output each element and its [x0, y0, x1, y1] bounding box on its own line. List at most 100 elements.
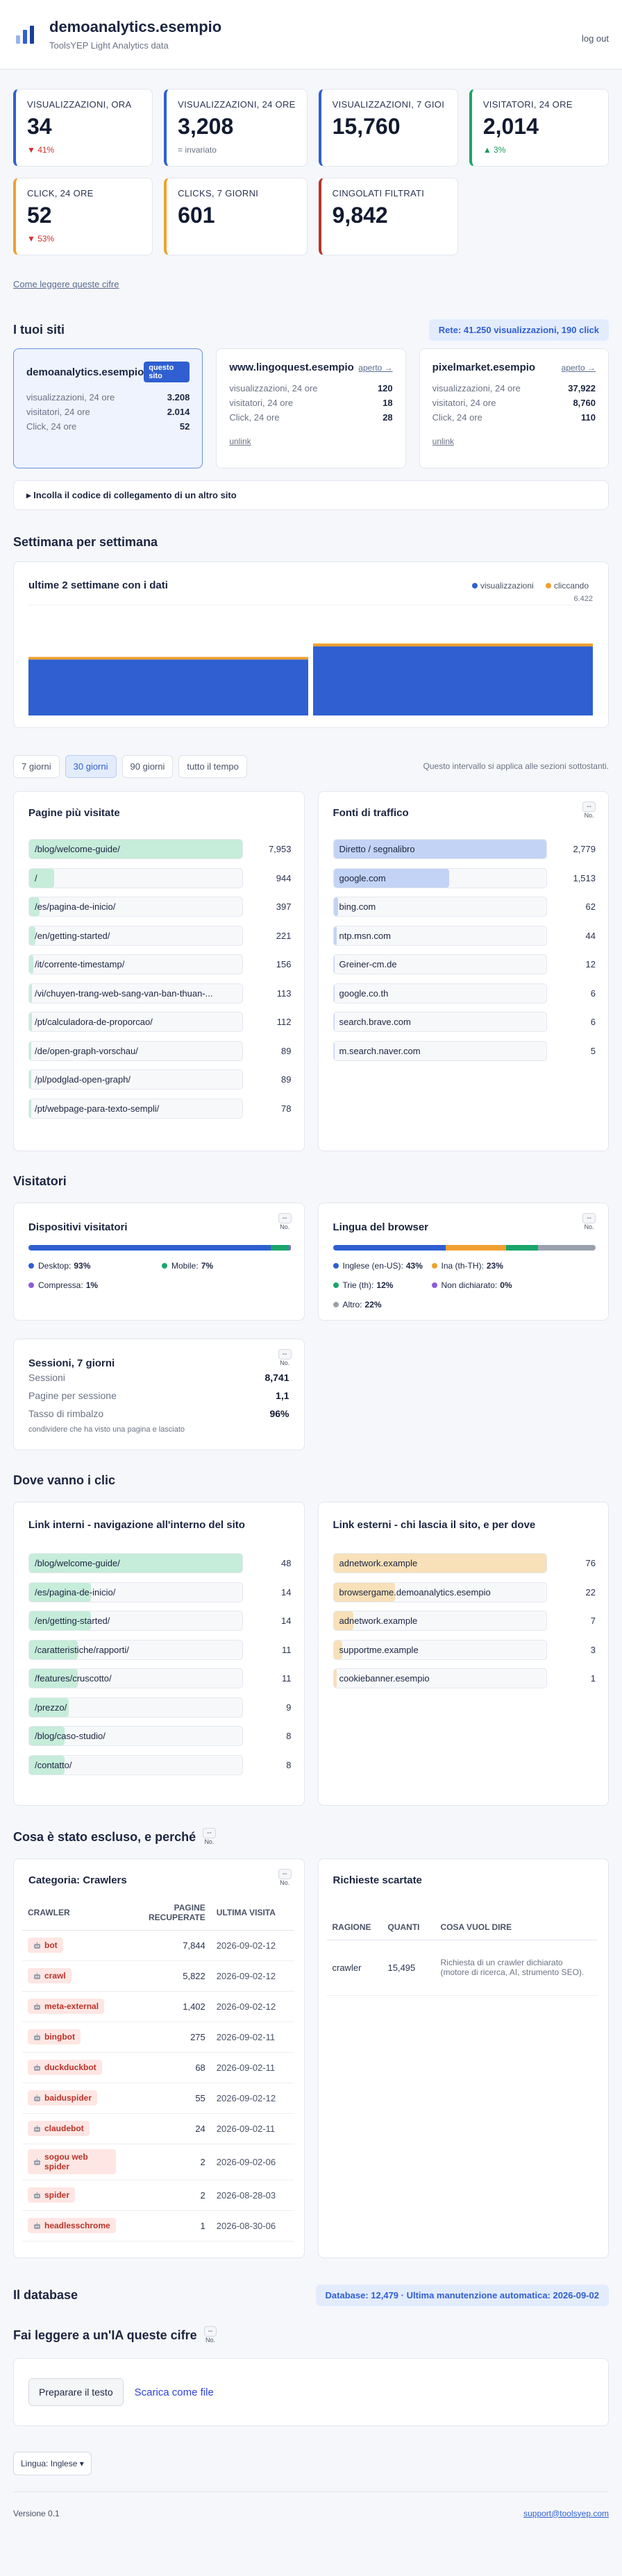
toggle[interactable]: -- No. [203, 2326, 217, 2344]
legend-item: Trie (th): 12% [333, 1278, 432, 1292]
row-label: adnetwork.example [339, 1616, 418, 1627]
crawler-badge: baiduspider [28, 2090, 98, 2105]
bar-track: search.brave.com [333, 1012, 547, 1033]
stacked-bar [333, 1245, 596, 1251]
unlink-link[interactable]: unlink [229, 437, 251, 446]
bar-list: /blog/welcome-guide/48/es/pagina-de-inic… [28, 1549, 292, 1779]
bar [29, 1669, 78, 1688]
toggle[interactable]: -- No. [278, 1213, 292, 1231]
kpi-card: CLICKS, 7 GIORNI 601 [164, 178, 308, 255]
range-tab[interactable]: 7 giorni [13, 754, 60, 778]
toggle[interactable]: -- No. [582, 802, 596, 820]
card-title: Lingua del browser [333, 1221, 429, 1233]
table-body: bot 7,844 2026-09-02-12 crawl 5,822 2026-09-0… [22, 1930, 294, 2242]
list-row: /pl/podglad-open-graph/89 [28, 1065, 292, 1094]
bar [29, 897, 40, 917]
support-link[interactable]: support@toolsyep.com [523, 2508, 609, 2518]
site-row-label: Click, 24 ore [229, 412, 280, 423]
bar-segment [537, 1245, 596, 1251]
list-row: /en/getting-started/14 [28, 1607, 292, 1636]
crawler-badge: bingbot [28, 2029, 81, 2044]
legend: Inglese (en-US): 43% Ina (th-TH): 23% Trie (… [333, 1259, 530, 1312]
legend-swatch [472, 583, 478, 588]
list-row: adnetwork.example 76 [333, 1549, 596, 1578]
robot-icon [34, 2192, 40, 2198]
prepare-button[interactable]: Preparare il testo [28, 2378, 124, 2406]
table-row: headlesschrome 1 2026-08-30-06 [22, 2210, 294, 2242]
legend-label: Inglese (en-US): [342, 1261, 403, 1271]
crawler-name: headlesschrome [44, 2221, 110, 2230]
site-row: visitatori, 24 ore 2.014 [26, 407, 190, 421]
kpi-change: ▲ 3% [482, 145, 506, 155]
bar-track: /caratteristiche/rapporti/ [28, 1639, 243, 1660]
bar [333, 1611, 353, 1631]
legend-item: Non dichiarato: 0% [431, 1278, 530, 1292]
column-header: COSA VUOL DIRE [435, 1915, 598, 1940]
table-cell: bot [22, 1930, 121, 1961]
bar [29, 1640, 78, 1659]
bar-track: /it/corrente-timestamp/ [28, 954, 243, 975]
row-value: 76 [585, 1558, 596, 1569]
bar-track: /blog/welcome-guide/ [28, 1553, 243, 1574]
bar-segment [506, 1245, 538, 1251]
bar-track: /features/cruscotto/ [28, 1668, 243, 1689]
card-title: Richieste scartate [333, 1874, 422, 1886]
legend: Desktop: 93% Mobile: 7% Compressa: 1% [28, 1259, 295, 1292]
download-link[interactable]: Scarica come file [134, 2386, 214, 2398]
row-label: bing.com [339, 901, 376, 913]
site-row-label: visitatori, 24 ore [432, 398, 496, 408]
open-link[interactable]: aperto → [561, 362, 596, 373]
table-row: baiduspider 55 2026-09-02-12 [22, 2083, 294, 2114]
crawler-badge: headlesschrome [28, 2218, 116, 2233]
table-cell: 2026-09-02-11 [210, 2113, 294, 2144]
row-label: / [35, 872, 37, 883]
card-title: Link interni - navigazione all'interno d… [28, 1519, 245, 1531]
card-title: Pagine più visitate [28, 807, 120, 819]
toggle[interactable]: -- No. [278, 1349, 292, 1367]
logout-link[interactable]: log out [581, 33, 609, 44]
cell-text: 2 [200, 2189, 205, 2201]
list-row: browsergame.demoanalytics.esempio 22 [333, 1578, 596, 1607]
column-header: PAGINE RECUPERATE [121, 1895, 211, 1931]
row-value: 14 [281, 1616, 292, 1627]
table-cell: bingbot [22, 2022, 121, 2053]
how-to-read-link[interactable]: Come leggere queste cifre [13, 279, 119, 289]
site-row-label: visitatori, 24 ore [26, 407, 90, 417]
sessions-row: Sessioni, 7 giorni -- No. Sessioni 8,741 Pagi… [13, 1339, 609, 1450]
cell-text: 1,402 [183, 2001, 205, 2012]
site-row-label: visitatori, 24 ore [229, 398, 294, 408]
header-row: CRAWLER PAGINE RECUPERATE ULTIMA VISITA [22, 1895, 294, 1931]
crawler-name: claudebot [44, 2124, 84, 2133]
language-select[interactable]: Lingua: Inglese ▾ [13, 2452, 92, 2475]
site-row-value: 110 [581, 412, 596, 423]
crawler-name: sogou web spider [44, 2152, 88, 2171]
range-tab[interactable]: 30 giorni [65, 754, 117, 778]
row-value: 78 [281, 1103, 292, 1114]
row-value: 944 [276, 872, 292, 883]
table-cell: 2026-08-30-06 [210, 2210, 294, 2242]
crawler-badge: sogou web spider [28, 2149, 116, 2174]
range-tab[interactable]: tutto il tempo [178, 754, 247, 778]
list-row: /en/getting-started/221 [28, 922, 292, 951]
kpi-label: CLICK, 24 ORE [27, 188, 94, 198]
open-link[interactable]: aperto → [358, 362, 393, 373]
toggle[interactable]: -- No. [278, 1869, 292, 1887]
list-row: supportme.example 3 [333, 1636, 596, 1665]
unlink-link[interactable]: unlink [432, 437, 455, 446]
toggle[interactable]: -- No. [203, 1828, 216, 1846]
paste-code-toggle[interactable]: ▸ Incolla il codice di collegamento di u… [13, 480, 609, 510]
toggle[interactable]: -- No. [582, 1213, 596, 1231]
site-badge: questo sito [144, 362, 190, 382]
sessions-card: Sessioni, 7 giorni -- No. Sessioni 8,741 Pagi… [13, 1339, 305, 1450]
bar-list: adnetwork.example 76 browsergame.demoanaly… [333, 1549, 596, 1693]
row-value: 48 [281, 1558, 292, 1569]
session-row: Sessioni 8,741 [28, 1372, 289, 1383]
session-row: Tasso di rimbalzo 96% [28, 1408, 289, 1419]
table-cell: 1 [121, 2210, 211, 2242]
list-row: m.search.naver.com 5 [333, 1037, 596, 1066]
row-value: 89 [281, 1074, 292, 1085]
table-row: crawler 15,495 Richiesta di un crawler dic… [326, 1940, 598, 1996]
range-tab[interactable]: 90 giorni [121, 754, 174, 778]
list-row: /blog/caso-studio/8 [28, 1722, 292, 1751]
crawler-name: spider [44, 2190, 70, 2200]
